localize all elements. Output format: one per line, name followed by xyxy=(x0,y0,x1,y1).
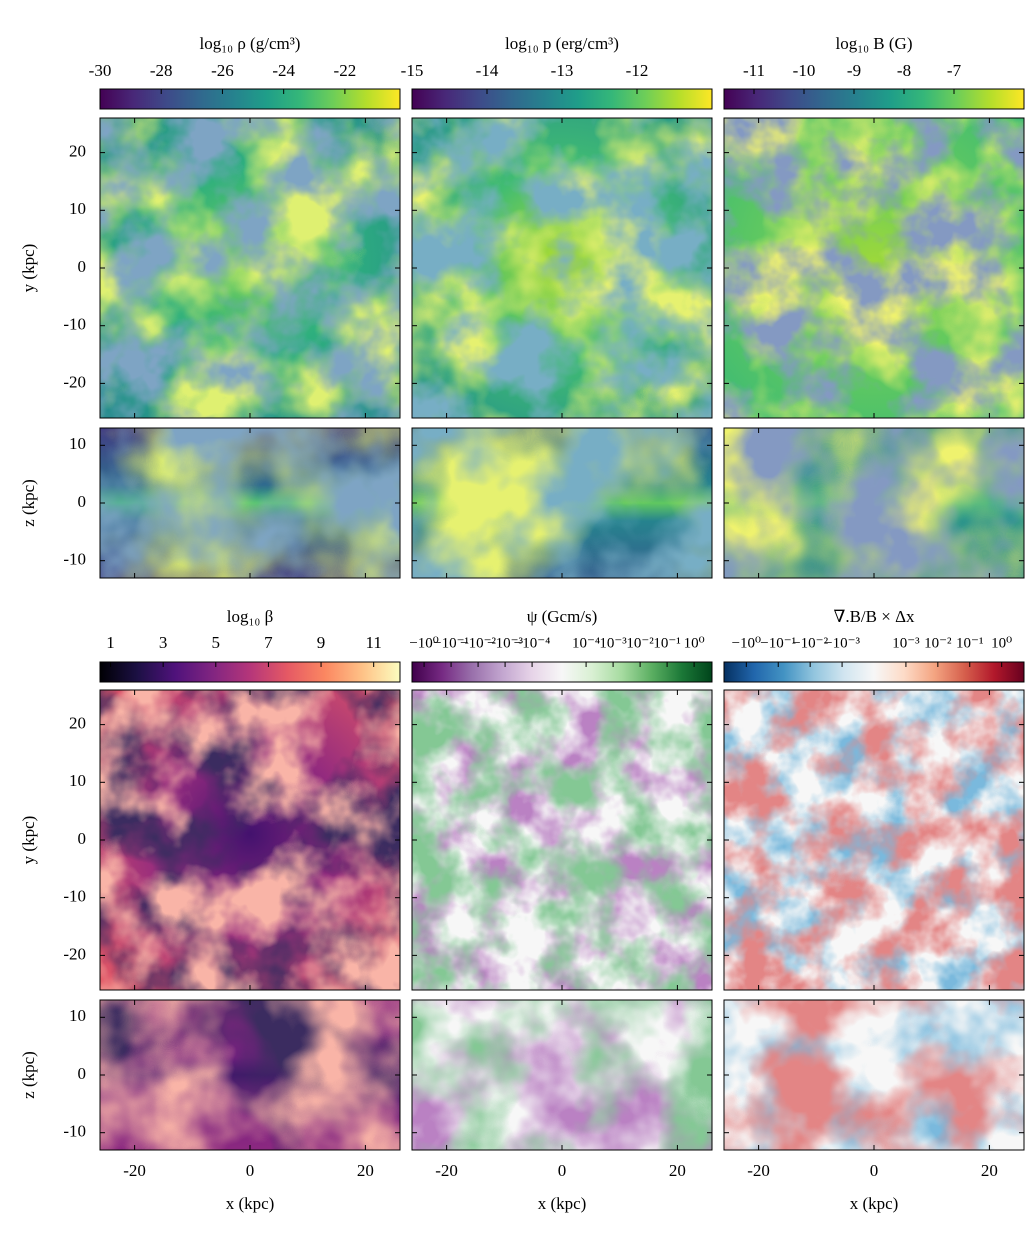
colorbar xyxy=(411,661,713,683)
colorbar xyxy=(723,661,1025,683)
colorbar-tick-label: −10⁰ xyxy=(409,635,438,651)
x-tick-label: 0 xyxy=(558,1161,567,1180)
y-tick-label: -20 xyxy=(63,944,86,963)
colorbar-tick-label: -28 xyxy=(150,61,173,80)
texture xyxy=(724,1000,1024,1150)
x-tick-label: 20 xyxy=(669,1161,686,1180)
texture xyxy=(412,690,712,990)
colorbar-tick-label: -11 xyxy=(743,61,765,80)
colorbar-tick-label: 7 xyxy=(264,633,273,652)
y-axis-label: y (kpc) xyxy=(19,244,38,293)
colorbar-tick-label: −10⁻⁴ xyxy=(514,635,551,651)
colorbar-tick-label: 11 xyxy=(365,633,381,652)
colorbar-tick-label: 10⁻¹ xyxy=(956,635,983,651)
y-tick-label: 10 xyxy=(69,199,86,218)
colorbar-tick-label: -9 xyxy=(847,61,861,80)
colorbar-tick-label: −10⁻³ xyxy=(824,635,860,651)
colorbar-tick-label: −10⁻² xyxy=(460,635,496,651)
colorbar-tick-label: -7 xyxy=(947,61,962,80)
colorbar-tick-label: 10⁻⁴ xyxy=(572,635,600,651)
x-axis-label: x (kpc) xyxy=(850,1194,899,1213)
colorbar-label: ∇.B/B × Δx xyxy=(833,607,915,626)
y-tick-label: -10 xyxy=(63,550,86,569)
colorbar-tick-label: 10⁻² xyxy=(626,635,654,651)
y-axis-label: z (kpc) xyxy=(19,479,38,527)
colorbar-label: log₁₀ B (G) xyxy=(835,34,912,53)
colorbar-tick-label: -8 xyxy=(897,61,911,80)
colorbar-tick-label: −10⁻¹ xyxy=(760,635,796,651)
colorbar-tick-label: 5 xyxy=(212,633,221,652)
y-tick-label: 10 xyxy=(69,1006,86,1025)
y-tick-label: -10 xyxy=(63,887,86,906)
texture xyxy=(412,1000,712,1150)
y-axis-label: z (kpc) xyxy=(19,1051,38,1099)
colorbar-label: log₁₀ p (erg/cm³) xyxy=(505,34,619,53)
colorbar-tick-label: −10⁻³ xyxy=(487,635,523,651)
colorbar xyxy=(99,88,401,110)
colorbar-tick-label: −10⁻¹ xyxy=(433,635,469,651)
x-tick-label: -20 xyxy=(123,1161,146,1180)
texture xyxy=(412,118,712,418)
texture xyxy=(412,428,712,578)
colorbar-tick-label: 10⁻¹ xyxy=(653,635,680,651)
colorbar-tick-label: 9 xyxy=(317,633,326,652)
x-tick-label: -20 xyxy=(747,1161,770,1180)
x-axis-label: x (kpc) xyxy=(226,1194,275,1213)
x-tick-label: 20 xyxy=(357,1161,374,1180)
x-tick-label: 0 xyxy=(870,1161,879,1180)
colorbar-tick-label: -30 xyxy=(89,61,112,80)
texture xyxy=(100,1000,400,1150)
colorbar-tick-label: -26 xyxy=(211,61,234,80)
y-tick-label: -10 xyxy=(63,315,86,334)
texture xyxy=(100,118,400,418)
colorbar-tick-label: -13 xyxy=(551,61,574,80)
colorbar-tick-label: -15 xyxy=(401,61,424,80)
y-tick-label: 10 xyxy=(69,771,86,790)
y-tick-label: 10 xyxy=(69,434,86,453)
texture xyxy=(100,690,400,990)
colorbar-tick-label: -12 xyxy=(626,61,649,80)
x-axis-label: x (kpc) xyxy=(538,1194,587,1213)
x-tick-label: 20 xyxy=(981,1161,998,1180)
y-tick-label: 20 xyxy=(69,142,86,161)
x-tick-label: -20 xyxy=(435,1161,458,1180)
y-tick-label: 0 xyxy=(78,257,87,276)
colorbar-tick-label: −10⁰ xyxy=(732,635,761,651)
colorbar-label: log₁₀ ρ (g/cm³) xyxy=(200,34,301,53)
colorbar-tick-label: -10 xyxy=(793,61,816,80)
colorbar-tick-label: −10⁻² xyxy=(792,635,828,651)
y-tick-label: 0 xyxy=(78,829,87,848)
colorbar-tick-label: 10⁻³ xyxy=(599,635,627,651)
y-tick-label: -20 xyxy=(63,372,86,391)
texture xyxy=(724,428,1024,578)
colorbar-tick-label: -14 xyxy=(476,61,499,80)
y-tick-label: -10 xyxy=(63,1122,86,1141)
y-tick-label: 20 xyxy=(69,714,86,733)
texture xyxy=(100,428,400,578)
colorbar-tick-label: 10⁻² xyxy=(924,635,952,651)
colorbar-label: ψ (Gcm/s) xyxy=(527,607,598,626)
colorbar-tick-label: -22 xyxy=(334,61,357,80)
y-tick-label: 0 xyxy=(78,492,87,511)
texture xyxy=(724,118,1024,418)
colorbar-tick-label: 3 xyxy=(159,633,168,652)
y-axis-label: y (kpc) xyxy=(19,816,38,865)
colorbar xyxy=(723,88,1025,110)
colorbar-tick-label: 1 xyxy=(106,633,115,652)
colorbar-label: log₁₀ β xyxy=(227,607,273,626)
colorbar-tick-label: 10⁻³ xyxy=(892,635,920,651)
colorbar xyxy=(99,661,401,683)
colorbar-tick-label: 10⁰ xyxy=(991,635,1012,651)
texture xyxy=(724,690,1024,990)
y-tick-label: 0 xyxy=(78,1064,87,1083)
colorbar-tick-label: -24 xyxy=(272,61,295,80)
x-tick-label: 0 xyxy=(246,1161,255,1180)
colorbar-tick-label: 10⁰ xyxy=(684,635,705,651)
